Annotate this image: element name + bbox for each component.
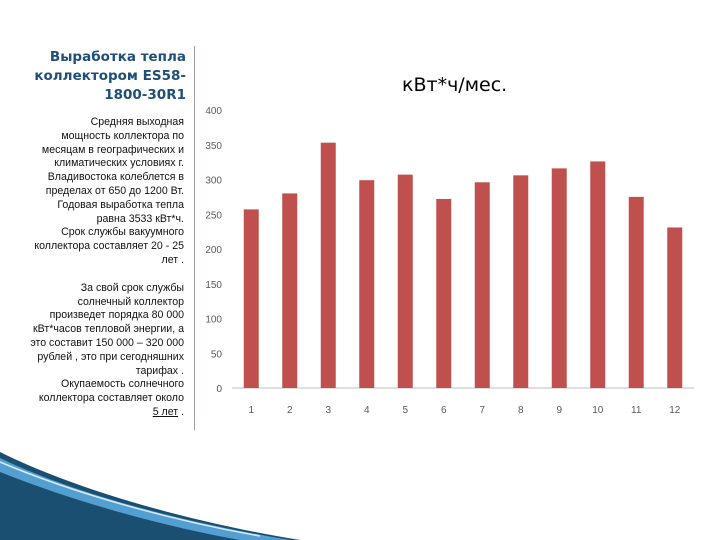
bar bbox=[667, 227, 683, 388]
slide-text: Средняя выходная мощность коллектора по … bbox=[2, 116, 184, 420]
x-tick-label: 9 bbox=[556, 405, 562, 416]
bar bbox=[436, 198, 452, 388]
x-tick-label: 7 bbox=[479, 405, 485, 416]
x-tick-labels: 1 2 3 4 5 6 7 8 9 10 11 12 bbox=[248, 405, 680, 416]
divider-line bbox=[194, 46, 195, 430]
bar bbox=[243, 209, 259, 388]
paragraph2-line-last: 5 лет . bbox=[2, 406, 184, 420]
paragraph2-line: это составит 150 000 – 320 000 bbox=[30, 336, 184, 349]
paragraph1-line: климатических условиях г. bbox=[54, 157, 184, 170]
payback-period-tail: . bbox=[178, 405, 184, 418]
paragraph2-line: произведет порядка 80 000 bbox=[49, 309, 184, 322]
paragraph1-line: месяцам в географических и bbox=[41, 143, 184, 156]
bar bbox=[359, 180, 375, 388]
y-tick-label: 150 bbox=[205, 280, 222, 291]
bar bbox=[513, 175, 529, 388]
corner-highlight bbox=[0, 461, 261, 537]
paragraph1-line: равна 3533 кВт*ч. bbox=[96, 212, 184, 225]
bar bbox=[282, 193, 298, 388]
y-tick-label: 200 bbox=[205, 245, 222, 256]
paragraph2-line: кВт*часов тепловой энергии, а bbox=[33, 323, 184, 336]
paragraph1-line: лет . bbox=[161, 253, 184, 266]
paragraph1-line: Срок службы вакуумного bbox=[61, 226, 184, 239]
y-tick-labels: 0 50 100 150 200 250 300 350 400 bbox=[205, 106, 222, 395]
paragraph2-line: тарифах . bbox=[135, 364, 184, 377]
y-tick-label: 250 bbox=[205, 210, 222, 221]
paragraph2-line: солнечный коллектор bbox=[77, 295, 184, 308]
y-tick-label: 0 bbox=[216, 384, 222, 395]
paragraph1-line: Средняя выходная bbox=[90, 116, 184, 128]
x-tick-label: 12 bbox=[669, 405, 681, 416]
corner-dark-swoosh bbox=[0, 452, 300, 540]
slide-title-line: коллектором ES58- bbox=[34, 68, 186, 84]
corner-decoration bbox=[0, 452, 300, 540]
bars bbox=[243, 142, 683, 388]
x-tick-label: 6 bbox=[441, 405, 447, 416]
paragraph1-line: Годовая выработка тепла bbox=[57, 198, 184, 211]
x-tick-label: 11 bbox=[631, 405, 642, 416]
chart-title: кВт*ч/мес. bbox=[402, 74, 507, 96]
slide-title: Выработка тепла коллектором ES58- 1800-3… bbox=[20, 48, 186, 105]
bar bbox=[320, 142, 336, 388]
x-tick-label: 8 bbox=[518, 405, 524, 416]
y-tick-label: 350 bbox=[205, 141, 222, 152]
x-tick-label: 3 bbox=[325, 405, 331, 416]
y-tick-label: 50 bbox=[211, 349, 223, 360]
slide-title-line: 1800-30R1 bbox=[104, 87, 186, 103]
paragraph2-line: рублей , это при сегодняшних bbox=[37, 350, 184, 363]
y-tick-label: 100 bbox=[205, 315, 222, 326]
bar bbox=[397, 174, 413, 388]
bar bbox=[551, 168, 567, 388]
paragraph1-line: коллектора составляет 20 - 25 bbox=[34, 240, 184, 253]
x-tick-label: 4 bbox=[364, 405, 370, 416]
bar bbox=[474, 182, 490, 388]
bar bbox=[628, 196, 644, 388]
x-tick-label: 5 bbox=[402, 405, 408, 416]
slide-title-line: Выработка тепла bbox=[49, 49, 186, 65]
y-tick-label: 400 bbox=[205, 106, 222, 117]
x-tick-label: 2 bbox=[287, 405, 293, 416]
y-tick-label: 300 bbox=[205, 176, 222, 187]
paragraph2-line: коллектора составляет около bbox=[38, 392, 184, 405]
payback-period: 5 лет bbox=[152, 405, 179, 418]
x-tick-label: 1 bbox=[248, 405, 254, 416]
paragraph1-line: мощность коллектора по bbox=[61, 129, 184, 142]
paragraph2-line: За свой срок службы bbox=[80, 281, 184, 294]
paragraph2-line: Окупаемость солнечного bbox=[60, 378, 184, 391]
x-tick-label: 10 bbox=[592, 405, 604, 416]
paragraph1-line: пределах от 650 до 1200 Вт. bbox=[45, 184, 184, 197]
paragraph1-line: Владивостока колеблется в bbox=[47, 171, 184, 184]
bar bbox=[590, 161, 606, 388]
